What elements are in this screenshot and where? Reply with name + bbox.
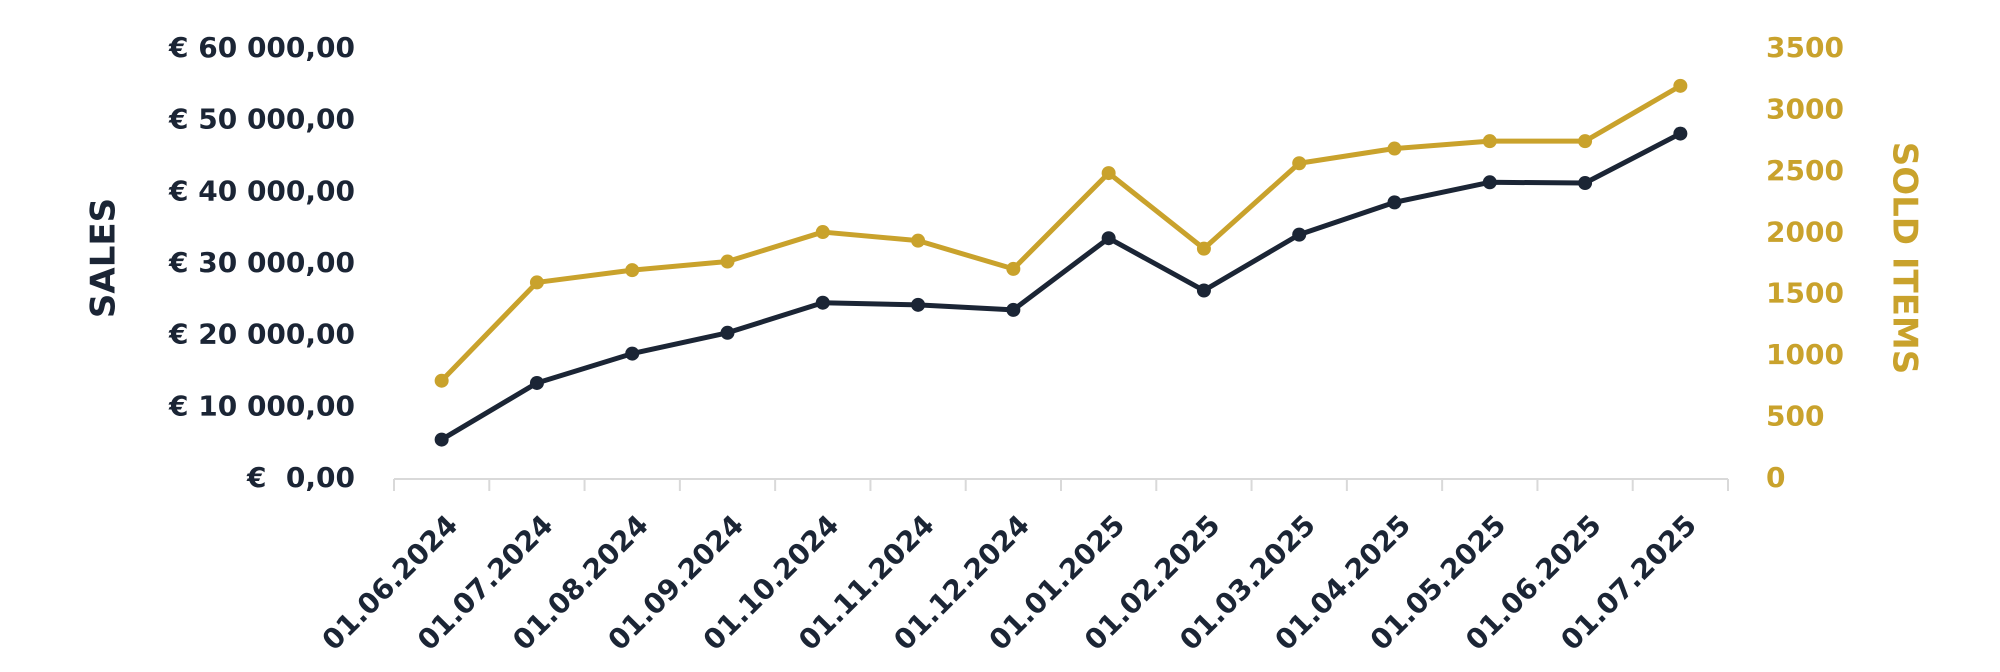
data-point <box>1292 156 1307 171</box>
data-point <box>911 297 926 312</box>
data-point <box>1482 134 1497 149</box>
data-point <box>1387 141 1402 156</box>
data-point <box>1101 231 1116 246</box>
data-point <box>625 346 640 361</box>
y2-tick-label: 0 <box>1766 461 1785 494</box>
data-point <box>720 325 735 340</box>
y-tick-label: € 20 000,00 <box>168 318 355 351</box>
y2-tick-label: 1500 <box>1766 277 1844 310</box>
data-point <box>434 432 449 447</box>
data-point <box>1101 166 1116 181</box>
data-point <box>1482 175 1497 190</box>
data-point <box>815 225 830 240</box>
y-axis-title: SALES <box>84 198 124 318</box>
y2-axis-title: SOLD ITEMS <box>1885 142 1925 375</box>
data-point <box>1196 241 1211 256</box>
data-point <box>1006 261 1021 276</box>
data-point <box>529 375 544 390</box>
data-point <box>1673 126 1688 141</box>
y2-tick-label: 3000 <box>1766 92 1844 125</box>
series-line <box>439 83 1682 383</box>
y2-tick-label: 500 <box>1766 400 1824 433</box>
y-tick-label: € 40 000,00 <box>168 174 355 207</box>
data-point <box>720 254 735 269</box>
y-tick-label: € 10 000,00 <box>168 389 355 422</box>
y-tick-label: € 0,00 <box>246 461 355 494</box>
y2-tick-label: 3500 <box>1766 31 1844 64</box>
data-point <box>1387 195 1402 210</box>
y2-tick-label: 2000 <box>1766 215 1844 248</box>
y2-tick-label: 1000 <box>1766 338 1844 371</box>
series-line <box>440 131 1682 442</box>
y-tick-label: € 30 000,00 <box>168 246 355 279</box>
data-point <box>1292 227 1307 242</box>
data-point <box>434 373 449 388</box>
data-point <box>911 233 926 248</box>
data-point <box>529 275 544 290</box>
data-point <box>1578 134 1593 149</box>
data-point <box>1006 302 1021 317</box>
y-tick-label: € 50 000,00 <box>168 103 355 136</box>
data-point <box>1673 78 1688 93</box>
data-point <box>1196 283 1211 298</box>
data-point <box>1578 176 1593 191</box>
y-tick-label: € 60 000,00 <box>168 31 355 64</box>
data-point <box>625 263 640 278</box>
y2-tick-label: 2500 <box>1766 154 1844 187</box>
data-point <box>815 295 830 310</box>
